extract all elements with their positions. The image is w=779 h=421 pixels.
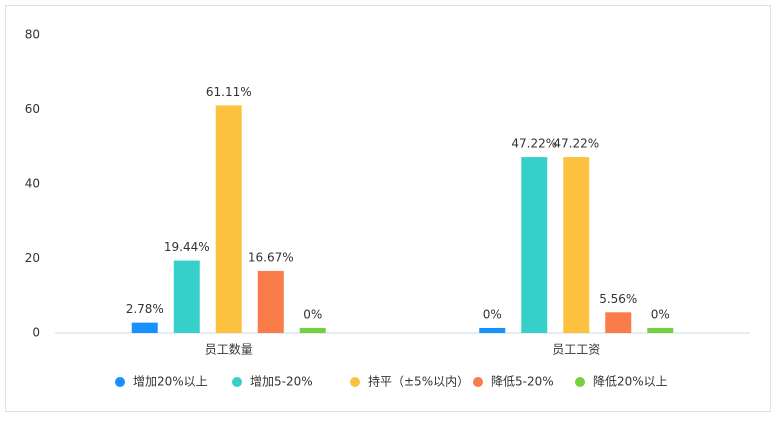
legend-label: 增加5-20% [250, 375, 313, 389]
x-tick-label: 员工工资 [552, 343, 600, 357]
legend-label: 降低5-20% [491, 375, 554, 389]
bar [521, 157, 548, 333]
value-label: 47.22% [553, 137, 599, 151]
value-label: 16.67% [248, 250, 294, 264]
legend-marker [115, 377, 125, 387]
bar [647, 328, 674, 333]
bar [215, 105, 242, 333]
bar [173, 260, 200, 333]
y-tick-label: 0 [32, 326, 40, 340]
legend-marker [232, 377, 242, 387]
legend-marker [350, 377, 360, 387]
bar [563, 157, 590, 333]
legend-label: 增加20%以上 [133, 375, 208, 389]
chart-frame [5, 5, 771, 412]
bar [605, 312, 632, 333]
value-label: 47.22% [511, 137, 557, 151]
legend-label: 持平（±5%以内） [368, 374, 469, 389]
value-label: 0% [483, 308, 502, 322]
value-label: 5.56% [599, 292, 637, 306]
bar [131, 322, 158, 333]
x-tick-label: 员工数量 [205, 342, 253, 357]
legend-marker [473, 377, 483, 387]
y-tick-label: 80 [25, 28, 40, 42]
bar [299, 328, 326, 333]
bar [257, 270, 284, 333]
value-label: 61.11% [206, 85, 252, 99]
value-label: 0% [651, 308, 670, 322]
legend-marker [575, 377, 585, 387]
y-tick-label: 40 [25, 177, 40, 191]
legend-label: 降低20%以上 [593, 375, 668, 389]
y-tick-label: 20 [25, 251, 40, 265]
value-label: 2.78% [126, 302, 164, 316]
bar [479, 328, 506, 333]
y-tick-label: 60 [25, 102, 40, 116]
value-label: 19.44% [164, 240, 210, 254]
value-label: 0% [303, 308, 322, 322]
